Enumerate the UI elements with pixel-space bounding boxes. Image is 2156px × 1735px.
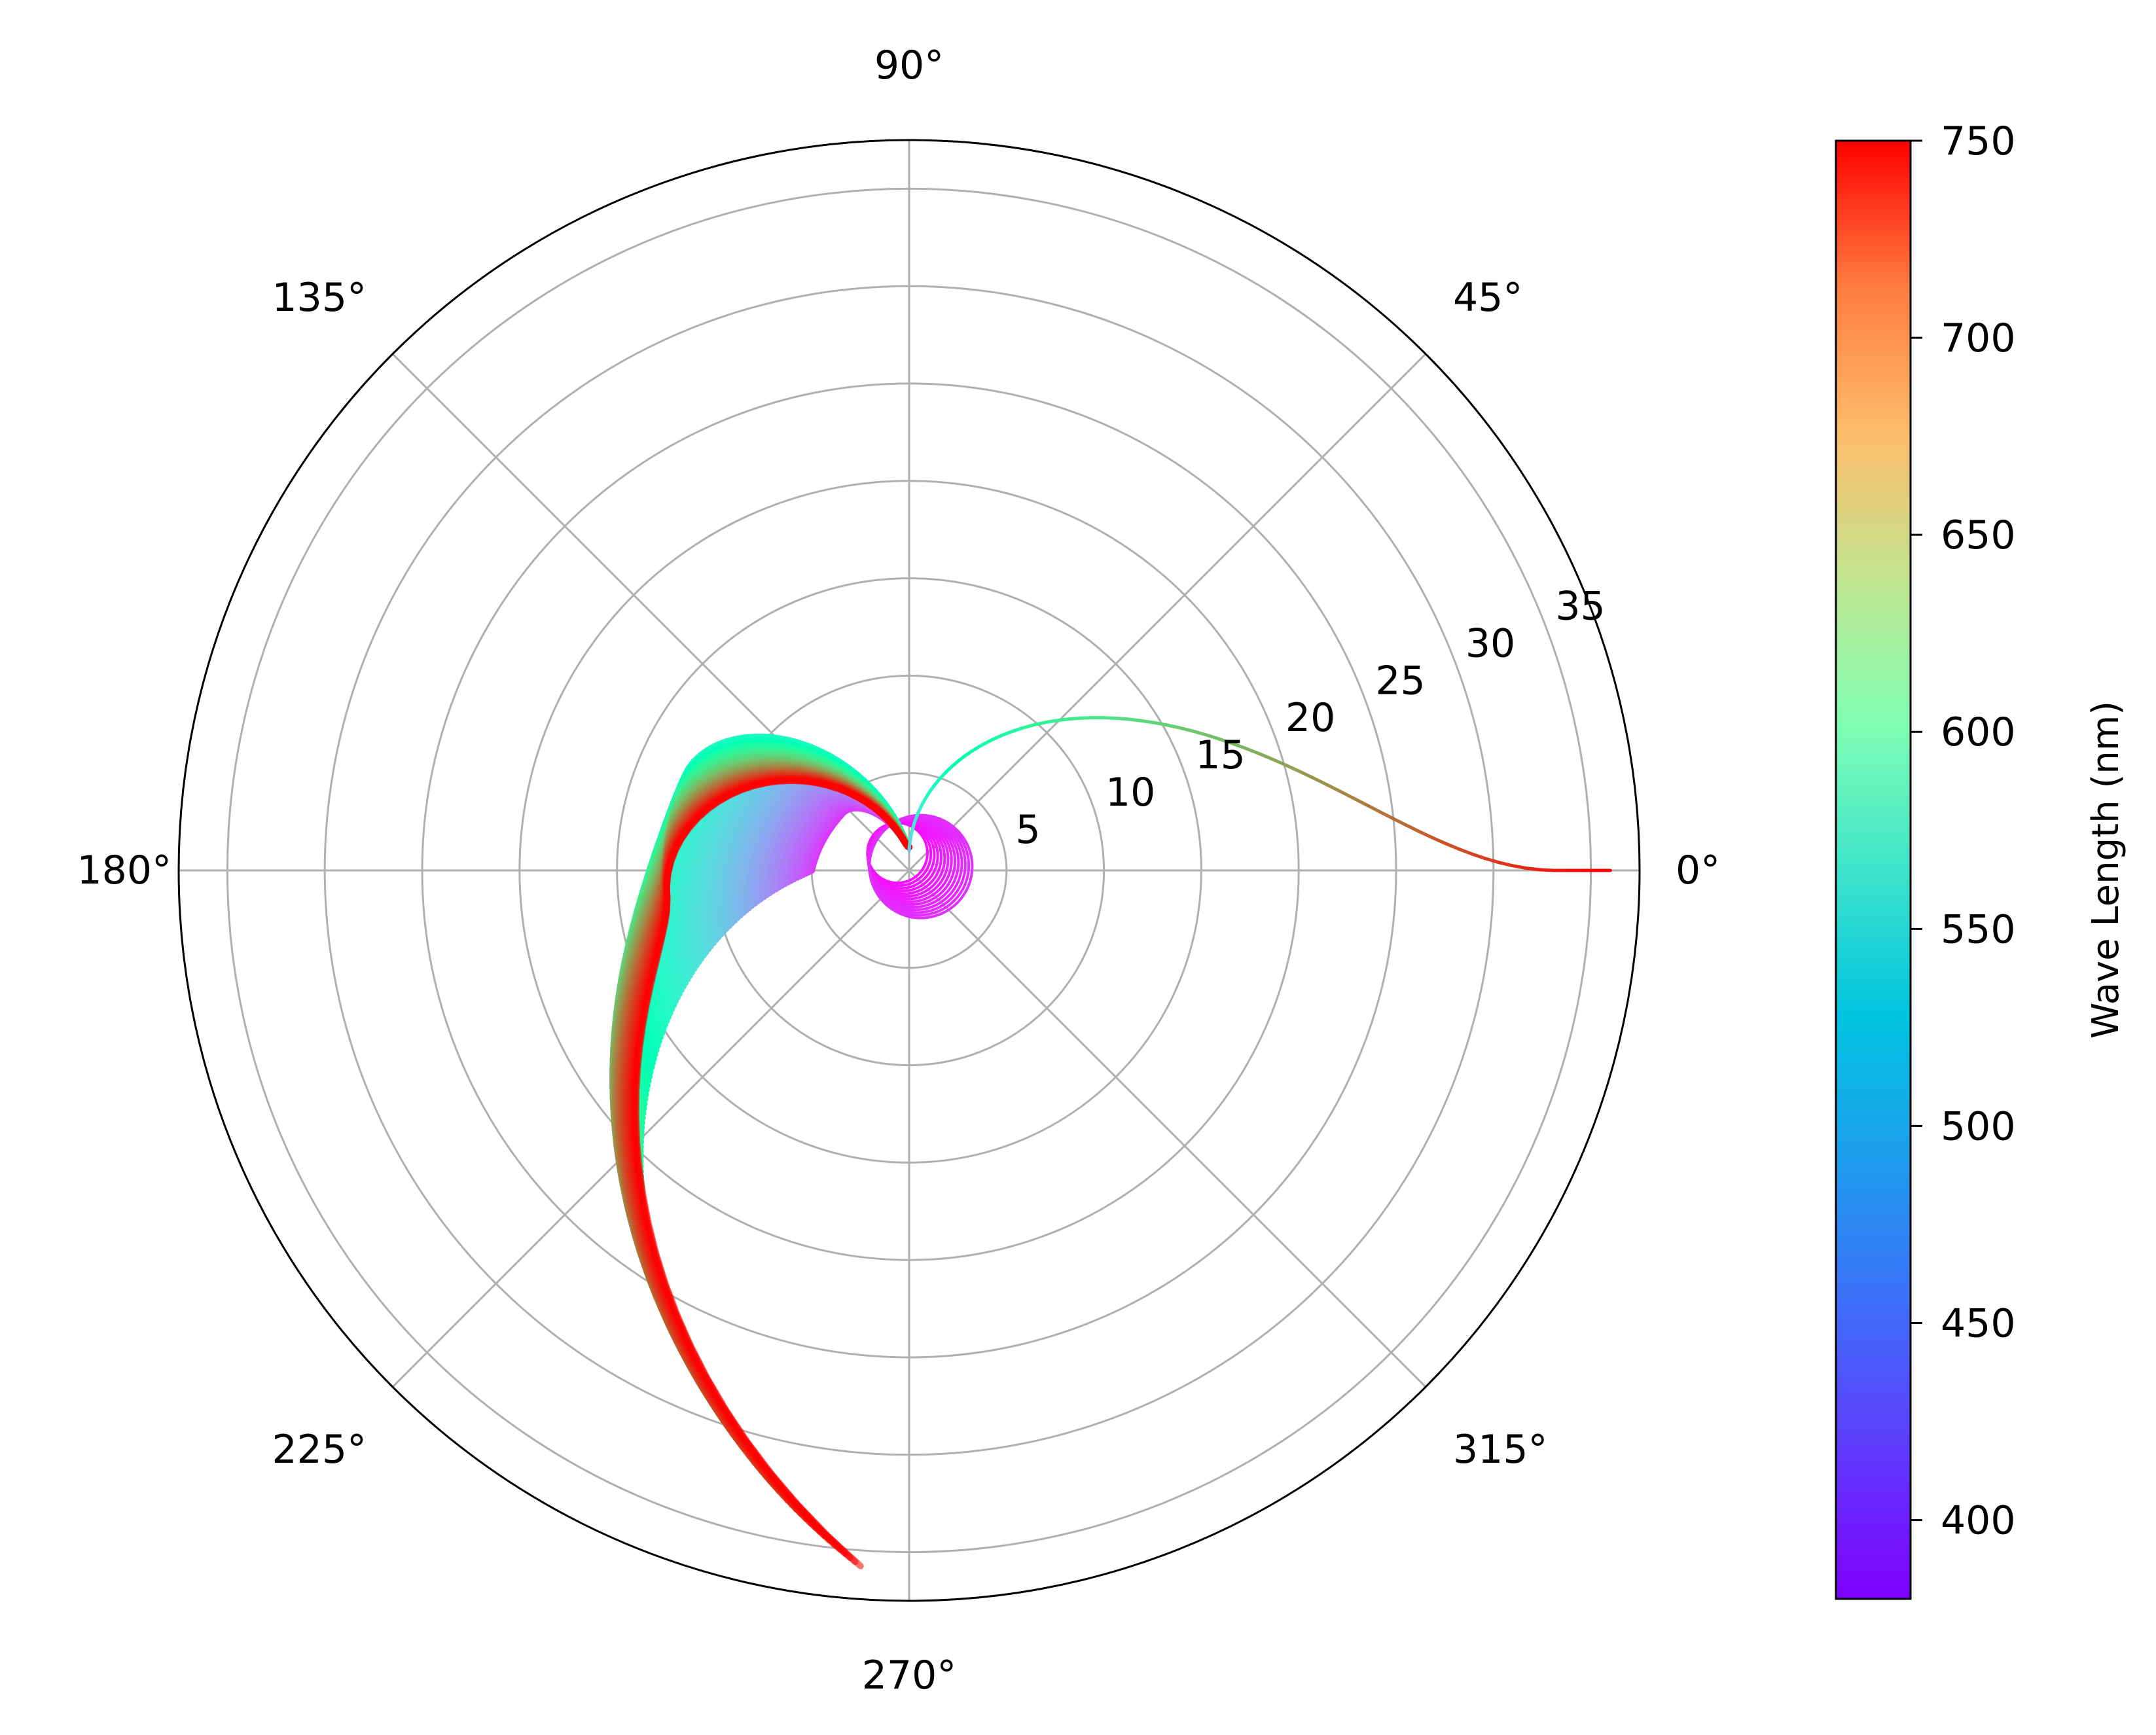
outer-curve-segment	[1324, 782, 1341, 793]
outer-curve-segment	[1364, 802, 1381, 814]
outer-curve-segment	[1377, 810, 1394, 820]
outer-curve-segment	[1257, 752, 1274, 761]
colorbar-tick-label: 550	[1941, 906, 2016, 952]
r-tick-label: 20	[1285, 695, 1335, 741]
outer-curve-segment	[1068, 716, 1083, 721]
outer-curve-segment	[1284, 763, 1301, 774]
outer-curve-segment	[1337, 789, 1355, 800]
outer-curve-segment	[1151, 721, 1168, 727]
outer-curve-segment	[1390, 816, 1407, 827]
outer-curve-segment	[1311, 776, 1328, 786]
outer-curve-segment	[1177, 726, 1195, 733]
inner-loop	[868, 814, 974, 920]
outer-curve-segment	[1102, 716, 1118, 720]
outer-curve-segment	[1026, 722, 1039, 728]
r-tick-label: 5	[1015, 807, 1040, 853]
theta-tick-label: 270°	[862, 1653, 957, 1698]
outer-curve-segment	[1496, 861, 1514, 868]
outer-curve-segment	[1079, 716, 1094, 720]
theta-gridline	[391, 869, 910, 1388]
theta-tick-label: 180°	[77, 848, 171, 893]
outer-curve-segment	[1430, 836, 1447, 846]
theta-gridline	[908, 869, 1427, 1388]
outer-curve-segment	[1469, 852, 1487, 861]
outer-curve-segment	[1191, 729, 1208, 737]
theta-tick-label: 135°	[272, 275, 367, 321]
theta-gridline	[908, 353, 1427, 872]
tick-labels: 0° 45° 90° 135° 180° 225° 270° 315° 5 10 15 20 25 30 3…	[77, 43, 1720, 1698]
outer-curve-segment	[1510, 864, 1528, 870]
outer-curve-segment	[1443, 842, 1460, 851]
inner-loop-curves	[866, 814, 974, 920]
outer-curve-segment	[1456, 847, 1473, 856]
outer-curve-segment	[1297, 770, 1315, 779]
outer-curve-segment	[1217, 737, 1234, 745]
wavelength-curves	[609, 733, 912, 1569]
outer-curve-segment	[1403, 823, 1421, 833]
outer-curve-segment	[1231, 742, 1248, 750]
outer-curve-segment	[1417, 829, 1434, 840]
r-tick-label: 15	[1195, 732, 1245, 778]
outer-curve-segment	[1056, 717, 1071, 723]
colorbar-gradient	[1835, 139, 1912, 1600]
outer-curve-segment	[1114, 716, 1130, 721]
r-tick-label: 25	[1375, 658, 1425, 704]
colorbar-tick-label: 500	[1941, 1103, 2016, 1149]
theta-tick-label: 90°	[874, 43, 944, 88]
outer-curve-segment	[1524, 866, 1541, 872]
outer-curve-segment	[1046, 719, 1060, 724]
outer-curve-segment	[1351, 796, 1368, 806]
wavelength-curve	[632, 777, 912, 1569]
outer-curve	[907, 716, 1612, 872]
outer-curve-segment	[1126, 717, 1143, 723]
theta-tick-label: 45°	[1453, 275, 1522, 321]
data-curves	[609, 716, 1612, 1569]
colorbar-tick-label: 400	[1941, 1498, 2016, 1544]
outer-curve-segment	[1204, 733, 1221, 741]
colorbar-ticks: 400 450 500 550 600 650 700 750	[1911, 118, 2016, 1544]
outer-curve-segment	[1139, 719, 1155, 724]
outer-curve-segment	[1244, 746, 1261, 756]
colorbar-tick-label: 700	[1941, 315, 2016, 361]
colorbar-tick-label: 650	[1941, 512, 2016, 558]
r-tick-label: 35	[1555, 583, 1605, 629]
r-tick-label: 30	[1465, 620, 1515, 666]
r-tick-label: 10	[1105, 770, 1155, 815]
theta-tick-label: 225°	[272, 1427, 367, 1473]
outer-curve-segment	[1483, 857, 1500, 865]
theta-tick-label: 315°	[1453, 1427, 1548, 1473]
colorbar-tick-label: 750	[1941, 118, 2016, 164]
colorbar: 400 450 500 550 600 650 700 750 Wave Length (nm…	[1835, 118, 2127, 1600]
outer-curve-segment	[1270, 757, 1288, 767]
colorbar-tick-label: 450	[1941, 1300, 2016, 1346]
outer-curve-segment	[1164, 723, 1181, 730]
theta-tick-label: 0°	[1676, 848, 1720, 893]
polar-grid	[179, 140, 1640, 1601]
colorbar-tick-label: 600	[1941, 709, 2016, 755]
colorbar-label: Wave Length (nm)	[2085, 701, 2127, 1039]
outer-curve-segment	[1035, 720, 1050, 726]
polar-frame	[177, 139, 1641, 1602]
